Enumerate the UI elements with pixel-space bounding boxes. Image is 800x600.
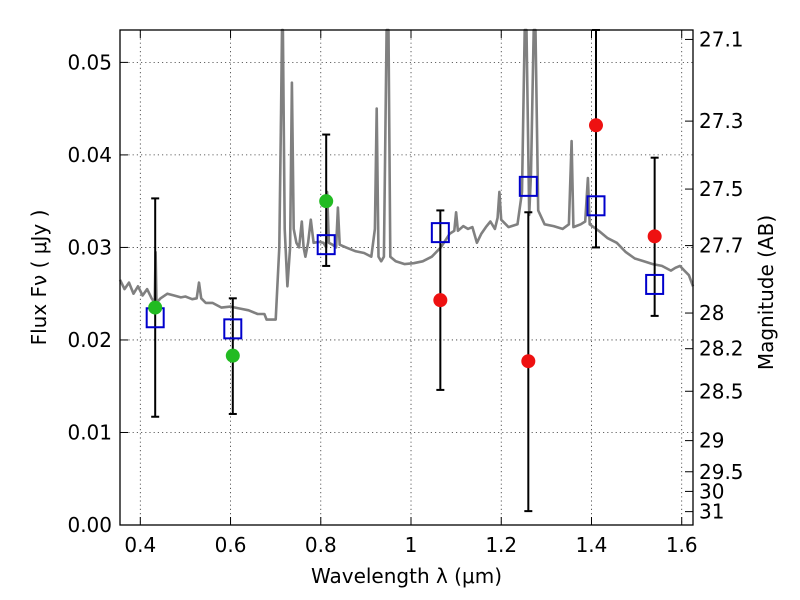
y-tick-label: 0.05 [67,50,112,74]
x-tick-label: 1 [405,533,418,557]
plot-frame [119,29,694,526]
observed-point [433,293,448,308]
magnitude-tick-label: 29 [699,429,724,453]
x-tick-label: 0.4 [124,533,156,557]
magnitude-tick-label: 27.5 [699,177,744,201]
x-tick-label: 1.2 [485,533,517,557]
magnitude-tick-label: 28.2 [699,337,744,361]
magnitude-tick-label: 31 [699,500,724,524]
observed-point [319,194,334,209]
model-point [316,234,336,256]
magnitude-tick-label: 28.5 [699,379,744,403]
magnitude-tick-label: 30 [699,479,724,503]
y-axis-ticks: 0.00 0.01 0.02 0.03 0.04 0.05 [67,50,128,537]
x-tick-label: 1.4 [576,533,608,557]
model-point [586,195,606,217]
observed-point [225,348,240,363]
observed-point [148,300,163,315]
model-spectrum-line [118,28,695,321]
model-point [645,273,665,295]
y-tick-label: 0.00 [67,513,112,537]
magnitude-axis-title: Magnitude (AB) [754,215,778,370]
observed-layer [148,118,662,369]
y-axis-title: Flux Fν ( μJy ) [27,210,51,346]
magnitude-tick-label: 28 [699,301,724,325]
x-tick-label: 0.6 [215,533,247,557]
magnitude-tick-label: 29.5 [699,460,744,484]
y-tick-label: 0.04 [67,143,112,167]
y-tick-label: 0.03 [67,235,112,259]
model-point [430,222,450,244]
x-tick-label: 0.8 [305,533,337,557]
y-tick-label: 0.02 [67,328,112,352]
x-axis-ticks: 0.4 0.6 0.8 1 1.2 1.4 1.6 [124,30,698,557]
y-tick-label: 0.01 [67,420,112,444]
x-axis-title: Wavelength λ (μm) [311,564,502,588]
magnitude-tick-label: 27.3 [699,109,744,133]
magnitude-tick-label: 27.1 [699,27,744,51]
grid-layer [120,30,693,526]
observed-point [588,118,603,133]
observed-point [647,229,662,244]
spectrum-layer [118,28,695,321]
x-tick-label: 1.6 [666,533,698,557]
model-point [223,318,243,340]
observed-point [521,354,536,369]
magnitude-tick-label: 27.7 [699,234,744,258]
model-point [518,175,538,197]
errorbar-layer [151,29,659,513]
